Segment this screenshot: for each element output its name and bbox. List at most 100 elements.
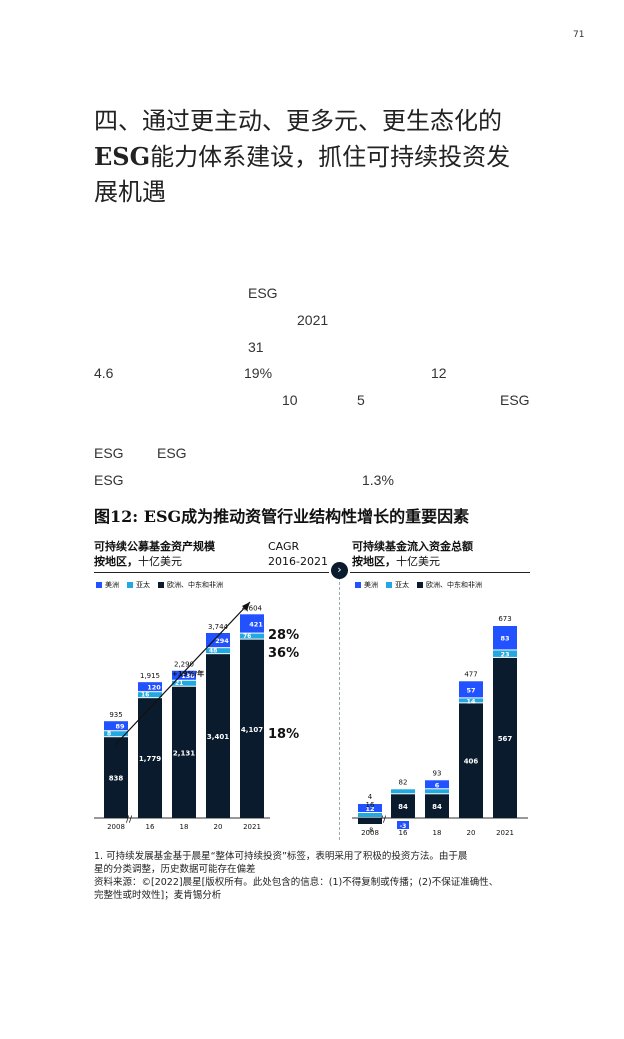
bar-total-label: 1,915 xyxy=(140,672,160,680)
bar-europe xyxy=(358,818,382,824)
body-fragment: 12 xyxy=(431,365,447,381)
bar-label-americas: 89 xyxy=(115,723,125,731)
legend-label: 欧洲、中东和非洲 xyxy=(167,581,223,589)
bar-label-americas: 120 xyxy=(147,684,161,692)
bar-apac xyxy=(172,680,196,686)
bar-label-apac: 8 xyxy=(107,731,111,738)
bar-total-label: 3,744 xyxy=(208,623,229,631)
bar-americas xyxy=(397,821,409,829)
bar-label-americas: -3 xyxy=(400,823,407,830)
footnote-line: 1. 可持续发展基金基于晨星“整体可持续投资”标签，表明采用了积极的投资方法。由… xyxy=(94,851,468,862)
bar-total-label: 2,290 xyxy=(174,661,194,669)
cagr-header: CAGR 2016-2021 xyxy=(268,539,328,569)
bar-apac xyxy=(206,648,230,654)
bar-europe xyxy=(104,737,128,818)
legend-item-europe: 欧洲、中东和非洲 xyxy=(158,580,223,590)
cagr-value: 18% xyxy=(268,727,299,742)
bar-americas xyxy=(459,681,483,698)
bar-label-apac: 23 xyxy=(500,651,509,659)
legend-label: 亚太 xyxy=(136,581,150,589)
bar-apac xyxy=(459,698,483,703)
body-fragment: 10 xyxy=(282,392,298,408)
bar-europe xyxy=(138,698,162,818)
heading-line-1: 四、通过更主动、更多元、更生态化的 xyxy=(94,107,502,135)
left-legend: 美洲 亚太 欧洲、中东和非洲 xyxy=(96,580,223,590)
bar-label-apac: 16 xyxy=(141,692,149,699)
bar-label-europe: 838 xyxy=(109,775,124,783)
bar-label-europe: 3,401 xyxy=(207,733,229,741)
legend-item-americas: 美洲 xyxy=(355,580,378,590)
legend-swatch xyxy=(127,582,133,588)
body-fragment: 31 xyxy=(248,339,264,355)
bar-europe xyxy=(240,639,264,818)
bar-label-europe: 84 xyxy=(432,803,442,811)
legend-label: 美洲 xyxy=(105,581,119,589)
bar-apac xyxy=(425,789,449,794)
bar-total-label: 935 xyxy=(109,711,122,719)
right-chart-title-bold: 可持续基金流入资金总额 xyxy=(352,540,473,553)
bar-europe xyxy=(172,686,196,818)
x-tick-label: 16 xyxy=(146,823,155,831)
bar-label-europe: 567 xyxy=(498,735,513,743)
growth-arrow xyxy=(114,601,251,746)
bar-label-americas: 421 xyxy=(249,620,263,628)
cagr-value: 36% xyxy=(268,646,299,661)
body-fragment: 19% xyxy=(244,365,273,381)
figure-title: 图12: ESG成为推动资管行业结构性增长的重要因素 xyxy=(94,507,470,526)
bar-apac xyxy=(138,692,162,698)
legend-item-apac: 亚太 xyxy=(127,580,150,590)
bar-label-europe: -8 xyxy=(367,826,373,834)
bar-apac xyxy=(104,731,128,737)
chevron-right-icon: › xyxy=(331,562,348,579)
bar-americas xyxy=(138,682,162,692)
bar-total-label: 673 xyxy=(498,615,511,623)
left-chart-title-bold2: 按地区， xyxy=(94,555,138,568)
bar-label-apac: 21 xyxy=(175,680,183,687)
cagr-value: 28% xyxy=(268,628,299,643)
bar-apac xyxy=(493,650,517,657)
right-chart-unit: 十亿美元 xyxy=(396,555,440,568)
body-fragment: 1.3% xyxy=(362,472,394,488)
body-fragment: 2021 xyxy=(297,312,329,328)
legend-label: 亚太 xyxy=(395,581,409,589)
bar-total-label: 82 xyxy=(399,778,408,786)
legend-item-americas: 美洲 xyxy=(96,580,119,590)
bar-europe xyxy=(459,703,483,818)
bar-europe xyxy=(425,794,449,818)
body-fragment: ESG xyxy=(94,472,124,488)
legend-label: 美洲 xyxy=(364,581,378,589)
bar-americas xyxy=(172,670,196,680)
bar-total-label: 477 xyxy=(464,670,477,678)
x-tick-label: 2021 xyxy=(243,823,261,831)
bar-americas xyxy=(425,780,449,789)
axis-break: // xyxy=(126,815,133,825)
cagr-label: CAGR xyxy=(268,540,300,553)
bar-label-europe: 2,131 xyxy=(173,749,195,757)
heading-line-3: 展机遇 xyxy=(94,178,166,206)
bar-label-europe: 84 xyxy=(398,803,408,811)
chart-divider xyxy=(339,572,340,840)
body-fragment: 5 xyxy=(357,392,365,408)
legend-label: 欧洲、中东和非洲 xyxy=(426,581,482,589)
bar-apac xyxy=(358,813,382,817)
x-tick-label: 20 xyxy=(467,829,476,837)
bar-americas xyxy=(358,804,382,812)
bar-label-europe: 4,107 xyxy=(241,726,263,734)
x-tick-label: 2008 xyxy=(107,823,125,831)
bar-europe xyxy=(493,657,517,818)
bar-europe xyxy=(391,794,415,818)
growth-arrowhead xyxy=(242,602,250,611)
bar-label-americas: 6 xyxy=(435,781,440,789)
left-chart-title-bold: 可持续公募基金资产规模 xyxy=(94,540,215,553)
bar-total-label: 4,604 xyxy=(242,604,263,612)
bar-americas xyxy=(493,626,517,650)
bar-europe xyxy=(206,654,230,818)
body-fragment: ESG xyxy=(248,285,278,301)
right-chart-title: 可持续基金流入资金总额 按地区，十亿美元 xyxy=(352,539,473,569)
bar-label-americas: 12 xyxy=(365,805,374,813)
section-heading: 四、通过更主动、更多元、更生态化的 ESG能力体系建设，抓住可持续投资发 展机遇 xyxy=(94,104,554,210)
bar-americas xyxy=(104,721,128,731)
cagr-period: 2016-2021 xyxy=(268,555,328,568)
bar-total-label: 93 xyxy=(433,769,442,777)
